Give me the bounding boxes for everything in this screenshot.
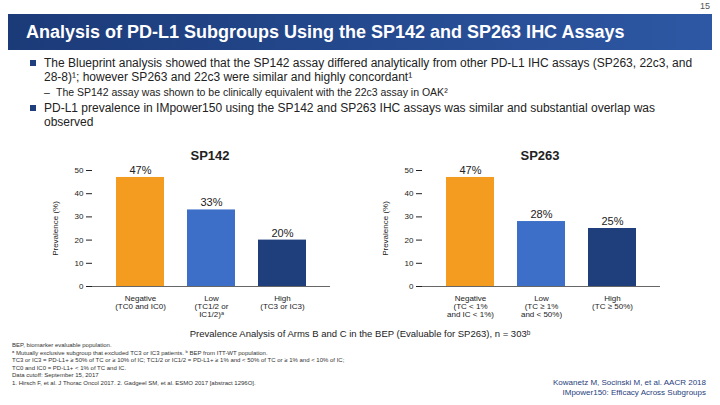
html-text:1. Hirsch F, et al. J Thorac O: 1. Hirsch F, et al. J Thorac Oncol 2017.… <box>12 380 256 386</box>
svg-text:40: 40 <box>405 189 414 198</box>
svg-text:30: 30 <box>75 212 84 221</box>
html-text:IMpower150: Efficacy Across Su: IMpower150: Efficacy Across Subgroups <box>562 388 706 397</box>
html-text:TC3 or IC3 = PD-L1+ ≥ 50% of T: TC3 or IC3 = PD-L1+ ≥ 50% of TC or ≥ 10%… <box>12 357 345 364</box>
svg-text:50: 50 <box>75 166 84 175</box>
svg-text:20: 20 <box>405 236 414 245</box>
html-text:The Blueprint analysis showed: The Blueprint analysis showed that the S… <box>44 56 693 84</box>
html-text:SP263: SP263 <box>520 148 560 163</box>
svg-text:30: 30 <box>405 212 414 221</box>
svg-text:28%: 28% <box>530 208 552 220</box>
html-text:The SP142 assay was shown to b: The SP142 assay was shown to be clinical… <box>56 86 448 98</box>
svg-text:47%: 47% <box>459 164 481 176</box>
html-text:TC0 and IC0 = PD-L1+ < 1% of T: TC0 and IC0 = PD-L1+ < 1% of TC and IC. <box>12 364 127 371</box>
svg-text:25%: 25% <box>601 215 623 227</box>
svg-text:33%: 33% <box>200 196 222 208</box>
html-text:PD-L1 prevalence in IMpower150: PD-L1 prevalence in IMpower150 using the… <box>44 101 655 129</box>
html-text:Analysis of PD-L1 Subgroups Us: Analysis of PD-L1 Subgroups Using the SP… <box>26 22 625 42</box>
html-text:ᵃ Mutually exclusive subgroup: ᵃ Mutually exclusive subgroup that exclu… <box>12 349 268 356</box>
svg-text:0: 0 <box>79 282 84 291</box>
svg-text:Prevalence (%): Prevalence (%) <box>381 201 390 256</box>
svg-text:47%: 47% <box>129 164 151 176</box>
html-text:Kowanetz M, Socinski M, et al.: Kowanetz M, Socinski M, et al. AACR 2018 <box>553 378 706 387</box>
svg-text:Negative(TC0 and IC0): Negative(TC0 and IC0) <box>115 294 166 311</box>
svg-text:20%: 20% <box>271 227 293 239</box>
html-text:Data cutoff: September 15, 201: Data cutoff: September 15, 2017 <box>12 372 99 379</box>
svg-text:High(TC3 or IC3): High(TC3 or IC3) <box>260 294 305 311</box>
svg-text:High(TC ≥ 50%): High(TC ≥ 50%) <box>592 294 633 311</box>
html-text:BEP, biomarker evaluable popul: BEP, biomarker evaluable population. <box>12 342 112 348</box>
html-text:15: 15 <box>700 1 710 11</box>
svg-text:Negative(TC < 1%and IC < 1%): Negative(TC < 1%and IC < 1%) <box>447 294 494 319</box>
svg-text:Low(TC ≥ 1%and < 50%): Low(TC ≥ 1%and < 50%) <box>521 294 562 319</box>
svg-text:Low(TC1/2 orIC1/2)ᵃ: Low(TC1/2 orIC1/2)ᵃ <box>195 294 229 319</box>
svg-text:50: 50 <box>405 166 414 175</box>
html-text:Prevalence Analysis of Arms B: Prevalence Analysis of Arms B and C in t… <box>189 328 531 339</box>
svg-text:Prevalence (%): Prevalence (%) <box>51 201 60 256</box>
html-text:SP142: SP142 <box>190 148 230 163</box>
svg-text:10: 10 <box>75 259 84 268</box>
svg-text:0: 0 <box>409 282 414 291</box>
svg-text:10: 10 <box>405 259 414 268</box>
svg-text:40: 40 <box>75 189 84 198</box>
svg-text:20: 20 <box>75 236 84 245</box>
